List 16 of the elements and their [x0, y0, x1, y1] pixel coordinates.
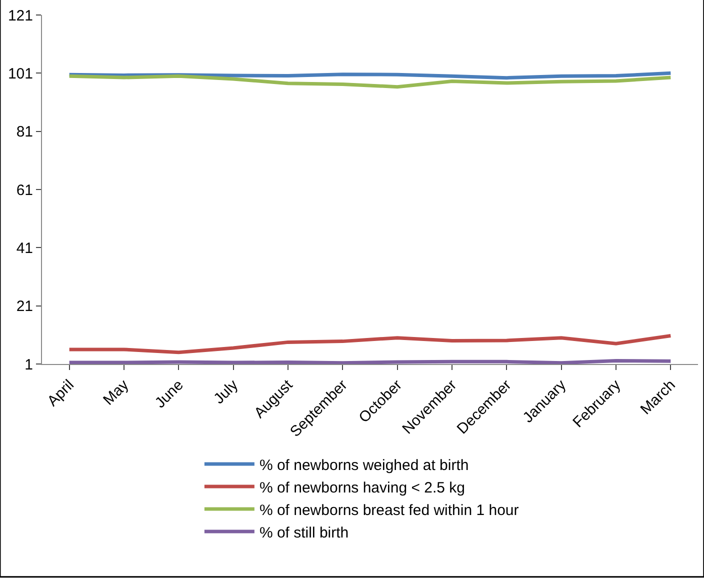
y-tick-label: 61 — [16, 182, 33, 199]
line-series — [68, 334, 672, 354]
y-tick-label: 101 — [8, 65, 33, 82]
y-tick-label: 121 — [8, 7, 33, 24]
y-tick-label: 41 — [16, 240, 33, 257]
y-tick-label: 21 — [16, 298, 33, 316]
x-tick-label: June — [152, 376, 187, 412]
line-series — [68, 74, 672, 89]
legend-label: % of still birth — [259, 524, 349, 542]
legend-label: % of newborns weighed at birth — [259, 456, 469, 474]
y-tick-label: 81 — [16, 124, 33, 141]
legend-label: % of newborns having < 2.5 kg — [259, 479, 465, 496]
x-tick-label: May — [100, 376, 132, 409]
y-tick-label: 1 — [24, 356, 33, 374]
legend-label: % of newborns breast fed within 1 hour — [259, 502, 519, 519]
x-tick-label: July — [210, 376, 242, 408]
